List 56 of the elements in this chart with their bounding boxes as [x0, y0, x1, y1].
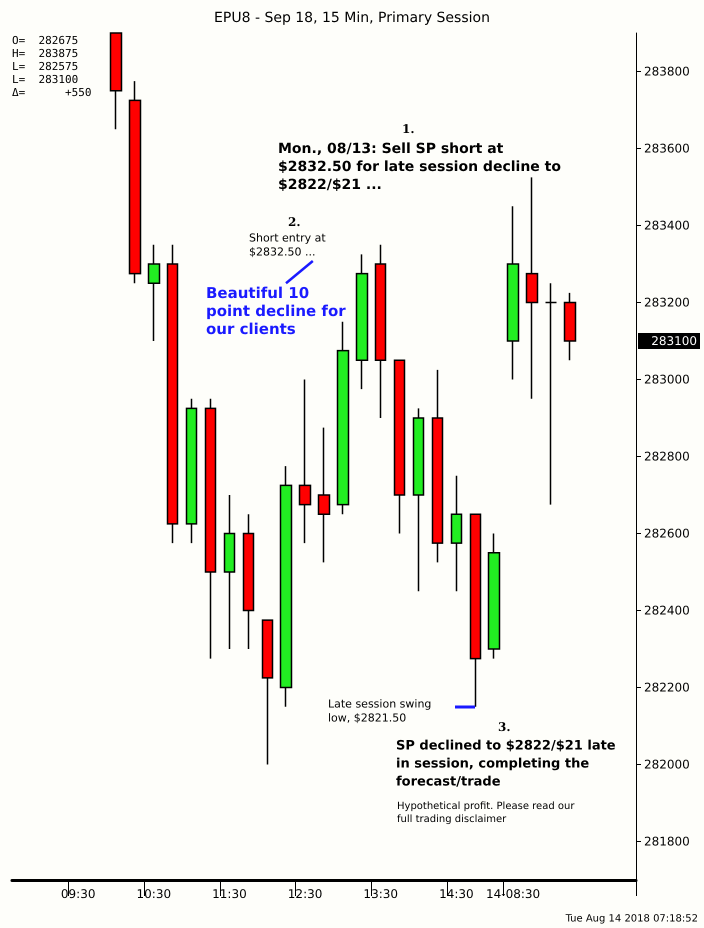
y-tick-label: 281800	[644, 834, 690, 848]
x-tick-label: 11:30	[212, 887, 247, 901]
annotation: Beautiful 10 point decline for our clients	[206, 284, 346, 338]
candlestick	[544, 282, 558, 506]
candlestick	[280, 465, 292, 708]
text: 283100	[651, 334, 697, 348]
y-tick-label: 282600	[644, 526, 690, 540]
y-tick-label: 283400	[644, 218, 690, 232]
x-tick-label: 12:30	[288, 887, 322, 901]
y-tick-label: 283000	[644, 372, 690, 386]
candlestick	[128, 80, 142, 284]
candlestick	[488, 532, 500, 660]
y-tick-label: 282200	[644, 680, 690, 694]
candlestick	[242, 514, 254, 650]
candlestick	[318, 426, 330, 564]
candlestick	[148, 244, 160, 342]
x-tick-label: 09:30	[60, 887, 96, 901]
candlestick	[204, 398, 216, 660]
x-tick-label: 13:30	[363, 887, 398, 901]
candlestick	[110, 32, 122, 130]
y-tick-label: 283600	[644, 142, 690, 156]
candlestick	[298, 378, 312, 544]
x-tick-label: 14-08:30	[486, 887, 540, 901]
annotation: Mon., 08/13: Sell SP short at $2832.50 for late session decline to $2822/$21 ...	[278, 141, 562, 193]
annotation: Hypothetical profit. Please read our full trading disclaimer	[397, 801, 576, 825]
candlestick	[374, 244, 386, 419]
annotation: Short entry at $2832.50 ...	[249, 232, 326, 258]
annotation: 1.	[402, 122, 415, 136]
candlestick	[262, 619, 274, 766]
candlestick	[394, 360, 406, 534]
annotation: SP declined to $2822/$21 late in session, completing the forecast/trade	[396, 738, 616, 790]
annotation: O= 282675 H= 283875 L= 282575 L= 283100 Δ= +550	[12, 34, 92, 99]
chart-title: EPU8 - Sep 18, 15 Min, Primary Session	[214, 10, 490, 26]
candlestick	[356, 254, 368, 390]
y-tick-label: 282400	[644, 604, 690, 618]
candlestick	[506, 206, 520, 380]
y-tick-label: 283800	[644, 64, 690, 78]
candlestick	[412, 408, 424, 592]
candlestick	[336, 321, 350, 515]
candlestick	[450, 475, 462, 592]
annotation: 3.	[498, 720, 511, 734]
text: Tue Aug 14 2018 07:18:52	[564, 914, 698, 924]
candlestick	[224, 494, 236, 650]
x-tick-label: 14:30	[439, 887, 474, 901]
candlestick	[166, 244, 178, 544]
x-tick-label: 10:30	[136, 887, 172, 901]
candlestick	[432, 369, 444, 564]
y-tick-label: 282000	[644, 758, 690, 772]
annotation: Late session swing low, $2821.50	[328, 698, 432, 724]
candlestick	[186, 398, 198, 544]
y-tick-label: 283200	[644, 296, 690, 310]
annotation: 2.	[288, 215, 301, 229]
candlestick	[564, 292, 576, 361]
y-tick-label: 282800	[644, 450, 690, 464]
candlestick	[470, 514, 482, 708]
candlestick	[526, 176, 538, 400]
